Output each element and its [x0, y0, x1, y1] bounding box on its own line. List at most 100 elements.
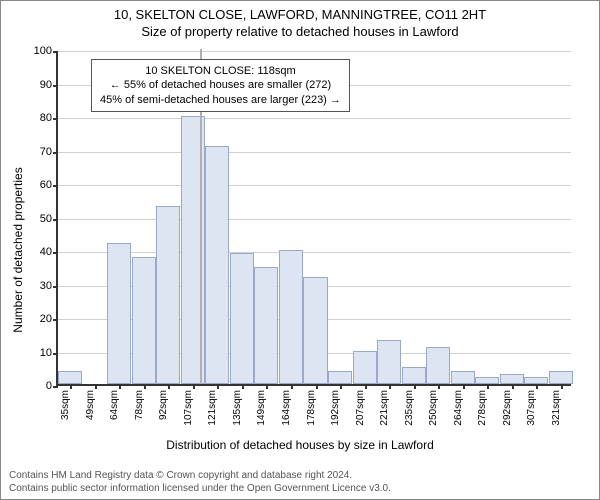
footer-line2: Contains public sector information licen…: [9, 482, 391, 495]
gridline: [58, 118, 571, 119]
x-tick-mark: [561, 384, 563, 389]
histogram-bar: [132, 257, 156, 384]
histogram-bar: [451, 371, 475, 384]
y-tick-label: 70: [40, 146, 52, 158]
histogram-bar: [156, 206, 180, 384]
x-tick-mark: [536, 384, 538, 389]
x-tick-mark: [365, 384, 367, 389]
x-axis-label: Distribution of detached houses by size …: [1, 438, 599, 452]
x-tick-label: 92sqm: [158, 390, 169, 420]
x-tick-label: 78sqm: [134, 390, 145, 420]
histogram-bar: [475, 377, 499, 384]
annotation-line2: ← 55% of detached houses are smaller (27…: [100, 78, 341, 92]
x-tick-label: 149sqm: [256, 390, 267, 426]
y-tick-mark: [53, 185, 58, 187]
x-tick-label: 307sqm: [526, 390, 537, 426]
y-tick-label: 0: [46, 380, 52, 392]
x-tick-mark: [512, 384, 514, 389]
y-tick-mark: [53, 152, 58, 154]
annotation-line1: 10 SKELTON CLOSE: 118sqm: [100, 64, 341, 78]
x-tick-mark: [316, 384, 318, 389]
histogram-bar: [524, 377, 548, 384]
y-tick-mark: [53, 252, 58, 254]
footer-attribution: Contains HM Land Registry data © Crown c…: [9, 469, 391, 495]
x-tick-label: 250sqm: [428, 390, 439, 426]
x-tick-label: 49sqm: [85, 390, 96, 420]
y-tick-label: 100: [34, 45, 52, 57]
x-tick-label: 164sqm: [281, 390, 292, 426]
y-tick-mark: [53, 118, 58, 120]
histogram-bar: [500, 374, 524, 384]
x-tick-mark: [389, 384, 391, 389]
y-tick-mark: [53, 51, 58, 53]
histogram-bar: [58, 371, 82, 384]
page-title-line2: Size of property relative to detached ho…: [1, 22, 599, 39]
x-tick-label: 107sqm: [183, 390, 194, 426]
histogram-bar: [303, 277, 327, 384]
page-title-line1: 10, SKELTON CLOSE, LAWFORD, MANNINGTREE,…: [1, 1, 599, 22]
y-tick-label: 90: [40, 79, 52, 91]
y-tick-mark: [53, 219, 58, 221]
y-tick-label: 50: [40, 213, 52, 225]
x-tick-mark: [217, 384, 219, 389]
y-tick-label: 60: [40, 179, 52, 191]
histogram-bar: [279, 250, 303, 384]
x-tick-label: 235sqm: [404, 390, 415, 426]
y-tick-label: 80: [40, 112, 52, 124]
histogram-bar: [254, 267, 278, 384]
x-tick-mark: [487, 384, 489, 389]
x-tick-label: 192sqm: [330, 390, 341, 426]
x-tick-label: 264sqm: [453, 390, 464, 426]
gridline: [58, 51, 571, 52]
y-tick-mark: [53, 85, 58, 87]
x-tick-label: 207sqm: [355, 390, 366, 426]
histogram-bar: [328, 371, 352, 384]
histogram-bar: [107, 243, 131, 384]
x-tick-label: 135sqm: [232, 390, 243, 426]
x-tick-mark: [95, 384, 97, 389]
x-tick-label: 321sqm: [551, 390, 562, 426]
y-tick-label: 30: [40, 280, 52, 292]
chart-container: 10, SKELTON CLOSE, LAWFORD, MANNINGTREE,…: [0, 0, 600, 500]
x-tick-mark: [463, 384, 465, 389]
histogram-bar: [205, 146, 229, 384]
annotation-box: 10 SKELTON CLOSE: 118sqm ← 55% of detach…: [91, 59, 350, 112]
x-tick-mark: [193, 384, 195, 389]
x-tick-label: 178sqm: [306, 390, 317, 426]
gridline: [58, 252, 571, 253]
histogram-bar: [353, 351, 377, 385]
x-tick-label: 278sqm: [477, 390, 488, 426]
histogram-bar: [426, 347, 450, 384]
x-tick-mark: [340, 384, 342, 389]
x-tick-mark: [119, 384, 121, 389]
x-tick-mark: [144, 384, 146, 389]
histogram-bar: [230, 253, 254, 384]
y-tick-mark: [53, 286, 58, 288]
histogram-bar: [377, 340, 401, 384]
y-axis-label: Number of detached properties: [11, 85, 25, 250]
x-tick-mark: [291, 384, 293, 389]
y-tick-label: 20: [40, 313, 52, 325]
histogram-bar: [402, 367, 426, 384]
x-tick-label: 64sqm: [109, 390, 120, 420]
x-tick-label: 292sqm: [502, 390, 513, 426]
gridline: [58, 185, 571, 186]
annotation-line3: 45% of semi-detached houses are larger (…: [100, 93, 341, 107]
chart-area: 010203040506070809010035sqm49sqm64sqm78s…: [56, 51, 571, 386]
histogram-bar: [549, 371, 573, 384]
x-tick-mark: [414, 384, 416, 389]
x-tick-mark: [438, 384, 440, 389]
y-tick-mark: [53, 386, 58, 388]
gridline: [58, 219, 571, 220]
x-tick-label: 35sqm: [60, 390, 71, 420]
y-tick-mark: [53, 319, 58, 321]
y-tick-mark: [53, 353, 58, 355]
footer-line1: Contains HM Land Registry data © Crown c…: [9, 469, 391, 482]
x-tick-label: 121sqm: [207, 390, 218, 426]
y-tick-label: 10: [40, 347, 52, 359]
y-tick-label: 40: [40, 246, 52, 258]
x-tick-mark: [266, 384, 268, 389]
x-tick-mark: [242, 384, 244, 389]
x-tick-mark: [168, 384, 170, 389]
x-tick-label: 221sqm: [379, 390, 390, 426]
